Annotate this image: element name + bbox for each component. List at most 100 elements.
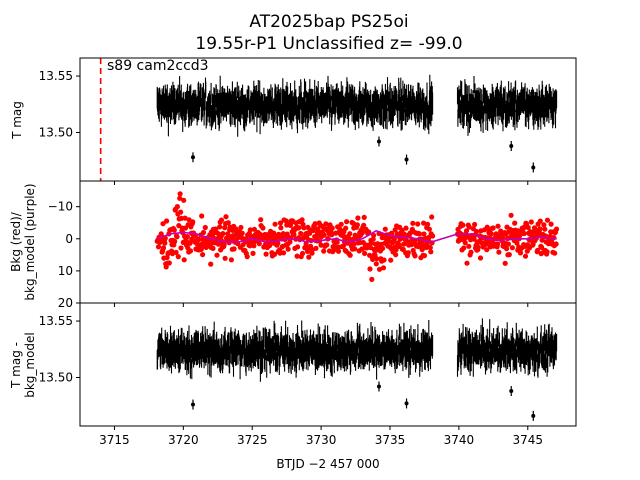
bkg-point	[178, 209, 184, 215]
bkg-point	[208, 261, 214, 267]
bkg-point	[380, 245, 386, 251]
bkg-point	[528, 219, 534, 225]
bkg-point	[475, 244, 481, 250]
bkg-point	[260, 225, 266, 231]
bkg-point	[350, 220, 356, 226]
panel-tmag-minus-bkg: 13.50 13.55 3715 3720 3725 3730 3735 3740 3745 T …	[9, 302, 577, 447]
bkg-point	[553, 241, 559, 247]
bkg-point	[164, 254, 170, 261]
bkg-point	[410, 220, 416, 226]
bkg-point	[502, 260, 508, 266]
bkg-point	[298, 230, 304, 237]
bkg-point	[361, 214, 367, 220]
bkg-point	[362, 250, 368, 256]
bkg-point	[495, 223, 501, 229]
bkg-point	[391, 236, 397, 242]
bkg-point	[462, 240, 468, 246]
x-tick-label: 3720	[168, 433, 199, 447]
bkg-point	[421, 253, 428, 259]
bkg-point	[277, 220, 284, 226]
bkg-point	[488, 231, 494, 237]
outlier-point	[509, 389, 514, 394]
bkg-point	[258, 217, 264, 223]
y-tick-label: 13.55	[39, 314, 73, 328]
bkg-point	[239, 230, 245, 236]
bkg-point	[182, 215, 188, 221]
outlier-point	[531, 165, 536, 170]
bkg-point	[371, 232, 377, 238]
bkg-point	[537, 226, 543, 232]
bkg-point	[408, 242, 414, 248]
y-tick-label: 0	[65, 232, 73, 246]
bkg-point	[393, 252, 399, 258]
bkg-point	[200, 252, 206, 258]
bkg-point	[251, 226, 257, 232]
bkg-point	[552, 250, 558, 256]
y-tick-label: 20	[58, 296, 73, 310]
bkg-point	[472, 221, 478, 228]
bkg-point	[473, 228, 479, 235]
bkg-point	[313, 245, 319, 251]
bkg-point	[221, 241, 227, 247]
bkg-point	[347, 231, 353, 237]
bkg-point	[155, 244, 162, 250]
bkg-point	[380, 265, 387, 271]
bkg-point	[466, 243, 472, 249]
bkg-point	[343, 225, 349, 231]
bkg-point	[347, 252, 353, 258]
bkg-point	[553, 226, 560, 232]
bkg-point	[412, 253, 418, 259]
y-axis-label-line: bkg_model	[23, 332, 37, 398]
bkg-point	[382, 226, 388, 232]
bkg-point	[223, 214, 229, 220]
bkg-point	[174, 234, 180, 240]
bkg-point	[217, 224, 223, 230]
y-tick-label: 13.50	[39, 370, 73, 384]
bkg-point	[200, 229, 207, 236]
y-axis-label-line: T mag -	[9, 342, 23, 389]
bkg-point	[294, 253, 300, 259]
plot-area	[156, 318, 558, 421]
bkg-point	[495, 241, 501, 247]
bkg-point	[415, 221, 421, 227]
bkg-point	[329, 225, 335, 231]
bkg-point	[172, 238, 178, 245]
bkg-point	[296, 225, 302, 231]
title-line1: AT2025bap PS25oi	[249, 12, 408, 32]
bkg-point	[251, 243, 257, 249]
plot-area	[156, 74, 558, 173]
bkg-point	[460, 222, 466, 228]
y-tick-label: 10	[58, 264, 73, 278]
bkg-point	[464, 260, 470, 266]
bkg-point	[213, 226, 219, 232]
bkg-point	[214, 252, 220, 258]
bkg-point	[272, 221, 278, 227]
bkg-point	[381, 257, 387, 263]
bkg-point	[366, 229, 372, 235]
bkg-point	[463, 228, 470, 234]
bkg-point	[537, 218, 543, 224]
bkg-point	[376, 266, 383, 272]
bkg-point	[301, 225, 307, 231]
flux-errorbars	[156, 318, 558, 382]
bkg-point	[338, 221, 344, 227]
y-tick-label: −10	[48, 200, 73, 214]
bkg-point	[521, 230, 527, 237]
bkg-point	[285, 246, 291, 252]
x-tick-label: 3740	[444, 433, 475, 447]
bkg-point	[509, 245, 515, 251]
bkg-point	[181, 197, 187, 203]
y-axis-label: Bkg (red)/bkg_model (purple)	[9, 183, 37, 300]
bkg-point	[177, 195, 183, 201]
flux-errorbars	[156, 74, 558, 137]
bkg-point	[278, 225, 284, 231]
bkg-point	[177, 191, 183, 197]
bkg-point	[272, 251, 278, 257]
bkg-point	[340, 243, 347, 249]
bkg-point	[250, 250, 256, 256]
bkg-point	[222, 225, 228, 231]
bkg-point	[291, 232, 297, 238]
bkg-point	[228, 257, 234, 263]
bkg-point	[222, 255, 228, 261]
bkg-point	[505, 241, 511, 247]
